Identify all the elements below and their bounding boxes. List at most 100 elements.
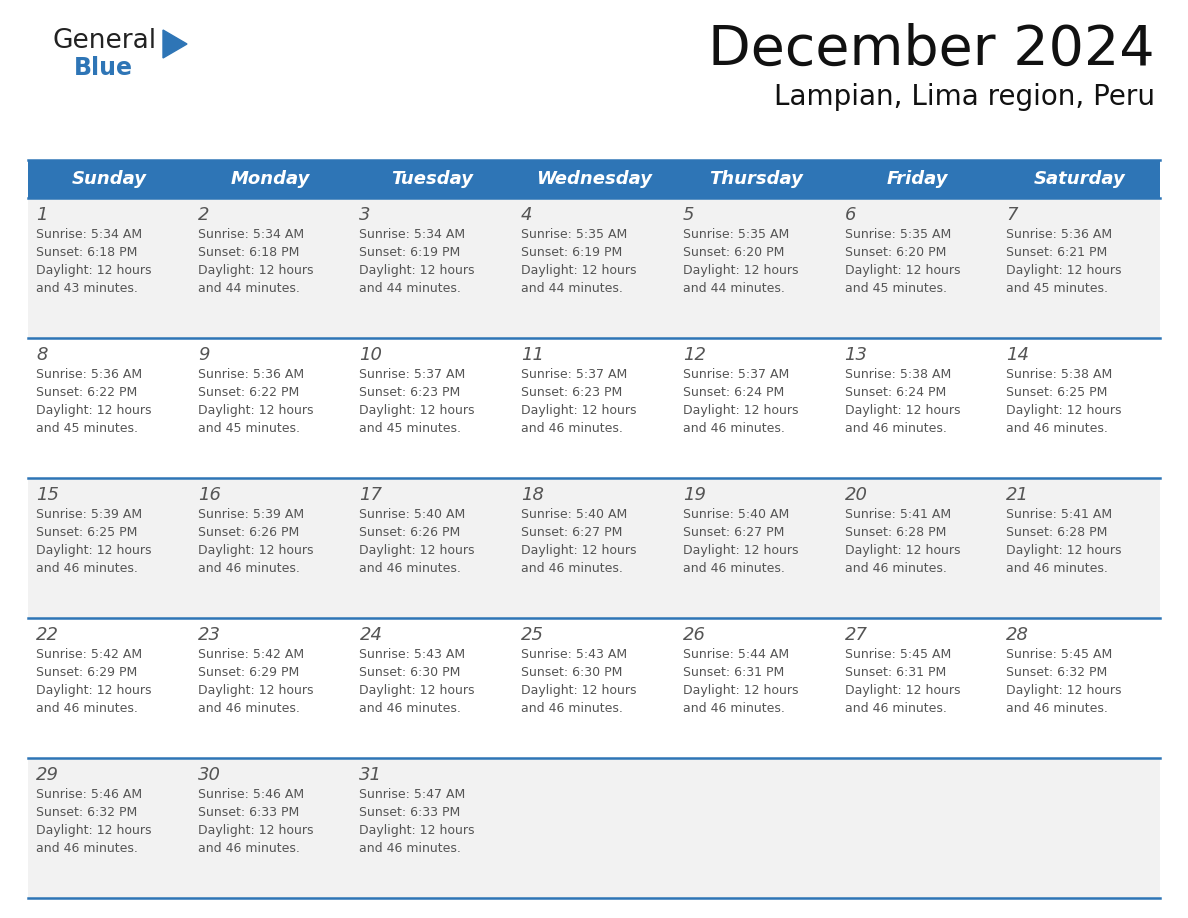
Text: Daylight: 12 hours: Daylight: 12 hours	[197, 544, 314, 557]
Text: Sunset: 6:29 PM: Sunset: 6:29 PM	[197, 666, 299, 679]
Text: and 46 minutes.: and 46 minutes.	[360, 842, 461, 855]
Text: Sunset: 6:19 PM: Sunset: 6:19 PM	[360, 246, 461, 259]
Text: Wednesday: Wednesday	[536, 170, 652, 188]
Text: and 46 minutes.: and 46 minutes.	[197, 562, 299, 575]
Text: Sunrise: 5:44 AM: Sunrise: 5:44 AM	[683, 648, 789, 661]
Text: Daylight: 12 hours: Daylight: 12 hours	[683, 684, 798, 697]
Text: Sunrise: 5:35 AM: Sunrise: 5:35 AM	[845, 228, 950, 241]
Bar	[29, 198, 1159, 338]
Text: Sunset: 6:24 PM: Sunset: 6:24 PM	[683, 386, 784, 399]
Text: Sunset: 6:23 PM: Sunset: 6:23 PM	[522, 386, 623, 399]
Text: Saturday: Saturday	[1034, 170, 1125, 188]
Text: 26: 26	[683, 626, 706, 644]
Text: Daylight: 12 hours: Daylight: 12 hours	[845, 264, 960, 277]
Text: 21: 21	[1006, 486, 1029, 504]
Text: Sunset: 6:33 PM: Sunset: 6:33 PM	[360, 806, 461, 819]
Bar	[29, 618, 1159, 758]
Text: 12: 12	[683, 346, 706, 364]
Text: Daylight: 12 hours: Daylight: 12 hours	[1006, 544, 1121, 557]
Text: 8: 8	[36, 346, 48, 364]
Text: Sunset: 6:22 PM: Sunset: 6:22 PM	[36, 386, 138, 399]
Text: and 46 minutes.: and 46 minutes.	[683, 562, 785, 575]
Text: 20: 20	[845, 486, 867, 504]
Text: Friday: Friday	[886, 170, 948, 188]
Text: 19: 19	[683, 486, 706, 504]
Text: Sunset: 6:27 PM: Sunset: 6:27 PM	[683, 526, 784, 539]
Text: Sunrise: 5:37 AM: Sunrise: 5:37 AM	[360, 368, 466, 381]
Text: 27: 27	[845, 626, 867, 644]
Text: 6: 6	[845, 206, 857, 224]
Text: 17: 17	[360, 486, 383, 504]
Text: Daylight: 12 hours: Daylight: 12 hours	[197, 824, 314, 837]
Text: 29: 29	[36, 766, 59, 784]
Text: 3: 3	[360, 206, 371, 224]
Text: Daylight: 12 hours: Daylight: 12 hours	[1006, 264, 1121, 277]
Text: Sunrise: 5:41 AM: Sunrise: 5:41 AM	[1006, 508, 1112, 521]
Text: Sunset: 6:20 PM: Sunset: 6:20 PM	[683, 246, 784, 259]
Text: Sunset: 6:18 PM: Sunset: 6:18 PM	[36, 246, 138, 259]
Text: Sunset: 6:26 PM: Sunset: 6:26 PM	[360, 526, 461, 539]
Text: Daylight: 12 hours: Daylight: 12 hours	[522, 684, 637, 697]
Text: 28: 28	[1006, 626, 1029, 644]
Text: 7: 7	[1006, 206, 1018, 224]
Text: Thursday: Thursday	[709, 170, 803, 188]
Text: 1: 1	[36, 206, 48, 224]
Text: Sunrise: 5:36 AM: Sunrise: 5:36 AM	[197, 368, 304, 381]
Text: and 45 minutes.: and 45 minutes.	[1006, 282, 1108, 295]
Text: and 46 minutes.: and 46 minutes.	[1006, 562, 1108, 575]
Text: Sunrise: 5:37 AM: Sunrise: 5:37 AM	[683, 368, 789, 381]
Text: 15: 15	[36, 486, 59, 504]
Text: Sunset: 6:33 PM: Sunset: 6:33 PM	[197, 806, 299, 819]
Text: Sunset: 6:28 PM: Sunset: 6:28 PM	[845, 526, 946, 539]
Text: and 46 minutes.: and 46 minutes.	[36, 702, 138, 715]
Text: Sunset: 6:22 PM: Sunset: 6:22 PM	[197, 386, 299, 399]
Text: and 45 minutes.: and 45 minutes.	[197, 422, 299, 435]
Text: Sunrise: 5:40 AM: Sunrise: 5:40 AM	[522, 508, 627, 521]
Text: Sunrise: 5:35 AM: Sunrise: 5:35 AM	[522, 228, 627, 241]
Text: and 44 minutes.: and 44 minutes.	[360, 282, 461, 295]
Text: and 46 minutes.: and 46 minutes.	[1006, 422, 1108, 435]
Bar	[29, 478, 1159, 618]
Text: 10: 10	[360, 346, 383, 364]
Text: 9: 9	[197, 346, 209, 364]
Text: 4: 4	[522, 206, 532, 224]
Bar	[29, 160, 1159, 198]
Text: Daylight: 12 hours: Daylight: 12 hours	[36, 264, 152, 277]
Text: and 44 minutes.: and 44 minutes.	[197, 282, 299, 295]
Text: Daylight: 12 hours: Daylight: 12 hours	[36, 684, 152, 697]
Text: Daylight: 12 hours: Daylight: 12 hours	[197, 264, 314, 277]
Text: and 46 minutes.: and 46 minutes.	[1006, 702, 1108, 715]
Text: Sunrise: 5:47 AM: Sunrise: 5:47 AM	[360, 788, 466, 801]
Text: Sunrise: 5:34 AM: Sunrise: 5:34 AM	[360, 228, 466, 241]
Text: and 46 minutes.: and 46 minutes.	[845, 702, 947, 715]
Text: Sunset: 6:30 PM: Sunset: 6:30 PM	[360, 666, 461, 679]
Text: Sunday: Sunday	[71, 170, 146, 188]
Text: Daylight: 12 hours: Daylight: 12 hours	[36, 404, 152, 417]
Text: 16: 16	[197, 486, 221, 504]
Text: and 45 minutes.: and 45 minutes.	[845, 282, 947, 295]
Text: Daylight: 12 hours: Daylight: 12 hours	[522, 404, 637, 417]
Text: and 46 minutes.: and 46 minutes.	[522, 702, 623, 715]
Text: Sunrise: 5:43 AM: Sunrise: 5:43 AM	[360, 648, 466, 661]
Text: Sunrise: 5:41 AM: Sunrise: 5:41 AM	[845, 508, 950, 521]
Text: Sunset: 6:31 PM: Sunset: 6:31 PM	[683, 666, 784, 679]
Text: Daylight: 12 hours: Daylight: 12 hours	[36, 824, 152, 837]
Text: Sunset: 6:28 PM: Sunset: 6:28 PM	[1006, 526, 1107, 539]
Text: 22: 22	[36, 626, 59, 644]
Text: 18: 18	[522, 486, 544, 504]
Text: Sunset: 6:23 PM: Sunset: 6:23 PM	[360, 386, 461, 399]
Text: 30: 30	[197, 766, 221, 784]
Text: General: General	[52, 28, 156, 54]
Text: and 46 minutes.: and 46 minutes.	[36, 562, 138, 575]
Text: Sunrise: 5:39 AM: Sunrise: 5:39 AM	[36, 508, 143, 521]
Text: Sunset: 6:32 PM: Sunset: 6:32 PM	[36, 806, 138, 819]
Polygon shape	[163, 30, 187, 58]
Text: and 46 minutes.: and 46 minutes.	[683, 702, 785, 715]
Text: Sunset: 6:27 PM: Sunset: 6:27 PM	[522, 526, 623, 539]
Text: and 46 minutes.: and 46 minutes.	[522, 422, 623, 435]
Text: December 2024: December 2024	[708, 23, 1155, 77]
Text: Sunrise: 5:36 AM: Sunrise: 5:36 AM	[1006, 228, 1112, 241]
Text: Sunrise: 5:34 AM: Sunrise: 5:34 AM	[36, 228, 143, 241]
Text: Daylight: 12 hours: Daylight: 12 hours	[683, 544, 798, 557]
Text: Sunrise: 5:42 AM: Sunrise: 5:42 AM	[36, 648, 143, 661]
